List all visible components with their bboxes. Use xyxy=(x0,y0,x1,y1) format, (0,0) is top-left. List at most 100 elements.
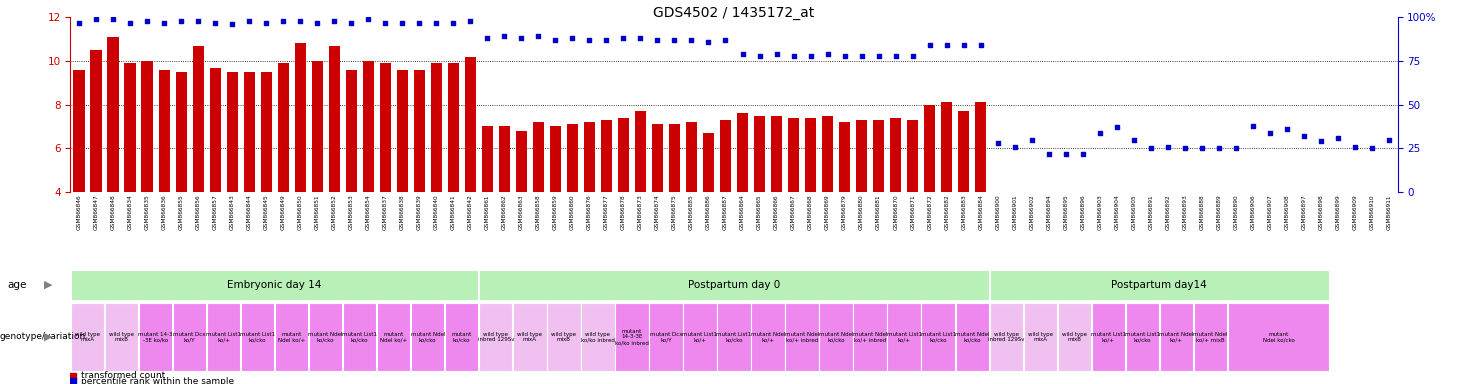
Text: GSM866882: GSM866882 xyxy=(944,194,950,230)
Bar xyxy=(718,303,750,371)
Bar xyxy=(941,103,953,192)
Bar xyxy=(411,303,445,371)
Point xyxy=(1361,145,1384,151)
Text: GSM866851: GSM866851 xyxy=(314,194,320,230)
Text: GSM866879: GSM866879 xyxy=(843,194,847,230)
Point xyxy=(1088,129,1111,136)
Bar xyxy=(804,118,816,192)
Text: mutant
ko/cko: mutant ko/cko xyxy=(452,331,471,343)
Text: GSM866887: GSM866887 xyxy=(724,194,728,230)
Point xyxy=(442,20,465,26)
Point xyxy=(60,372,84,379)
Text: mutant List1
ko/cko: mutant List1 ko/cko xyxy=(716,331,752,343)
Text: mutant Ndel
ko/+: mutant Ndel ko/+ xyxy=(750,331,785,343)
Point xyxy=(390,20,414,26)
Bar xyxy=(1179,192,1191,247)
Text: GSM866866: GSM866866 xyxy=(774,194,780,230)
Text: mutant Ndel
ko/+ inbred: mutant Ndel ko/+ inbred xyxy=(853,331,887,343)
Text: mutant Ndel
ko/+ mixB: mutant Ndel ko/+ mixB xyxy=(1193,331,1227,343)
Bar xyxy=(788,118,799,192)
Bar xyxy=(173,303,206,371)
Bar xyxy=(73,70,85,192)
Bar xyxy=(1078,192,1088,247)
Bar xyxy=(1126,303,1160,371)
Bar xyxy=(652,124,664,192)
Text: mutant
Ndel ko/cko: mutant Ndel ko/cko xyxy=(1262,331,1295,343)
Bar xyxy=(311,61,323,192)
Text: GSM866900: GSM866900 xyxy=(995,194,1000,230)
Bar xyxy=(308,303,342,371)
Point xyxy=(373,20,396,26)
Point xyxy=(662,37,686,43)
Text: genotype/variation: genotype/variation xyxy=(0,332,87,341)
Bar xyxy=(925,104,935,192)
Text: mutant Dcx
ko/Y: mutant Dcx ko/Y xyxy=(650,331,683,343)
Bar xyxy=(1092,303,1124,371)
Text: GSM866901: GSM866901 xyxy=(1013,194,1017,230)
Text: wild type
mixA: wild type mixA xyxy=(517,331,542,343)
Text: GSM866899: GSM866899 xyxy=(1336,194,1340,230)
Bar xyxy=(1214,192,1224,247)
Text: GSM866904: GSM866904 xyxy=(1114,194,1119,230)
Point xyxy=(1139,145,1163,151)
Point xyxy=(323,18,346,24)
Bar xyxy=(1227,303,1329,371)
Text: GSM866847: GSM866847 xyxy=(94,194,98,230)
Point xyxy=(169,18,192,24)
Bar xyxy=(1060,192,1072,247)
Text: GSM866883: GSM866883 xyxy=(962,194,966,230)
Text: wild type
mixB: wild type mixB xyxy=(1061,331,1086,343)
Bar xyxy=(344,303,376,371)
Text: GSM866854: GSM866854 xyxy=(366,194,371,230)
Point xyxy=(424,20,448,26)
Bar xyxy=(1349,192,1361,247)
Bar xyxy=(548,303,580,371)
Text: wild type
inbred 129Sv: wild type inbred 129Sv xyxy=(988,331,1025,343)
Point xyxy=(612,35,636,41)
Point xyxy=(901,53,925,59)
Bar xyxy=(1160,303,1193,371)
Bar xyxy=(479,303,512,371)
Point xyxy=(1173,145,1196,151)
Text: GSM866895: GSM866895 xyxy=(1063,194,1069,230)
Point xyxy=(186,18,210,24)
Point xyxy=(1343,144,1367,150)
Text: mutant
14-3-3E
ko/ko inbred: mutant 14-3-3E ko/ko inbred xyxy=(615,329,649,345)
Text: ▶: ▶ xyxy=(44,332,53,342)
Text: mutant Ndel
ko/cko: mutant Ndel ko/cko xyxy=(411,331,445,343)
Text: mutant Ndel
ko/+: mutant Ndel ko/+ xyxy=(1160,331,1193,343)
Bar xyxy=(1196,192,1207,247)
Text: GSM866850: GSM866850 xyxy=(298,194,302,230)
Bar xyxy=(70,303,104,371)
Text: GSM866849: GSM866849 xyxy=(280,194,286,230)
Point xyxy=(713,37,737,43)
Point xyxy=(1105,124,1129,131)
Bar xyxy=(888,303,920,371)
Point xyxy=(153,20,176,26)
Point xyxy=(220,21,244,27)
Text: mutant Ndel
ko/cko: mutant Ndel ko/cko xyxy=(956,331,989,343)
Text: GSM866858: GSM866858 xyxy=(536,194,540,230)
Text: GSM866910: GSM866910 xyxy=(1370,194,1374,230)
Text: GSM866873: GSM866873 xyxy=(639,194,643,230)
Bar xyxy=(448,63,459,192)
Text: mutant 14-3
-3E ko/ko: mutant 14-3 -3E ko/ko xyxy=(138,331,173,343)
Bar xyxy=(1333,192,1343,236)
Bar xyxy=(785,303,819,371)
Bar xyxy=(515,131,527,192)
Bar xyxy=(959,111,969,192)
Text: GSM866844: GSM866844 xyxy=(247,194,251,230)
Bar xyxy=(107,37,119,192)
Text: mutant List1
ko/cko: mutant List1 ko/cko xyxy=(342,331,377,343)
Text: GSM866841: GSM866841 xyxy=(451,194,455,230)
Point xyxy=(1072,151,1095,157)
Point xyxy=(305,20,329,26)
Bar xyxy=(125,63,135,192)
Point xyxy=(816,51,840,57)
Point xyxy=(799,53,822,59)
Text: GSM866856: GSM866856 xyxy=(195,194,201,230)
Text: GSM866888: GSM866888 xyxy=(1199,194,1204,230)
Text: GSM866859: GSM866859 xyxy=(553,194,558,230)
Text: GSM866886: GSM866886 xyxy=(706,194,711,230)
Point xyxy=(850,53,873,59)
